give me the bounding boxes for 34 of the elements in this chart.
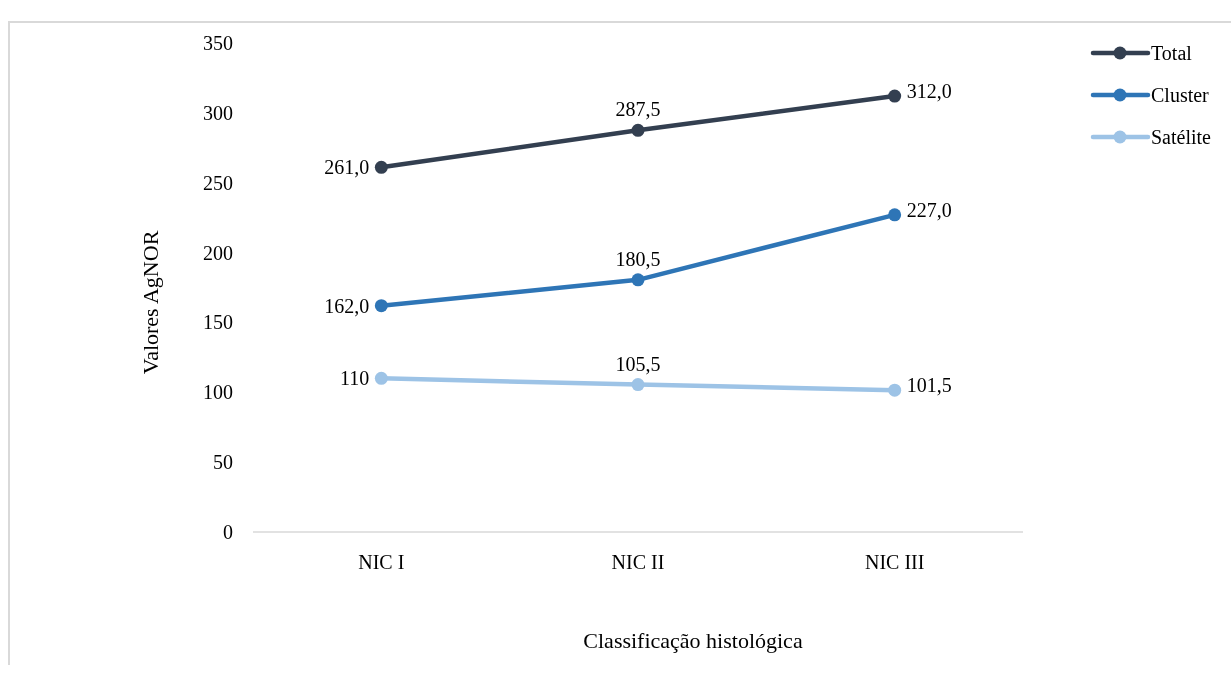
y-axis-title: Valores AgNOR [138,230,163,375]
y-tick-label: 100 [203,381,233,404]
y-tick-label: 0 [223,521,233,543]
point [374,299,388,313]
legend-label: Cluster [1151,84,1210,106]
data-label: 105,5 [615,352,661,375]
point [631,273,645,287]
data-label: 110 [340,367,370,390]
x-tick-label: NIC I [358,551,405,573]
point [374,371,388,385]
y-tick-label: 200 [203,241,233,264]
data-label: 312,0 [906,80,952,103]
point [631,378,645,392]
legend-label: Satélite [1151,126,1212,148]
x-tick-label: NIC III [864,551,925,573]
point [888,383,902,397]
point [888,89,902,103]
data-label: 101,5 [906,374,952,397]
y-tick-label: 50 [213,451,233,474]
y-tick-label: 300 [203,101,233,124]
y-tick-label: 150 [203,311,233,334]
data-label: 287,5 [615,98,661,121]
data-label: 162,0 [324,294,370,317]
legend-label: Total [1151,42,1193,64]
data-label: 261,0 [324,156,370,179]
x-axis-title: Classificação histológica [583,628,803,653]
x-tick-label: NIC II [611,551,665,573]
point [374,160,388,174]
y-tick-label: 350 [203,32,233,54]
y-tick-label: 250 [203,171,233,194]
data-label: 227,0 [906,198,952,221]
point [631,123,645,137]
point [888,208,902,222]
data-label: 180,5 [615,247,661,270]
